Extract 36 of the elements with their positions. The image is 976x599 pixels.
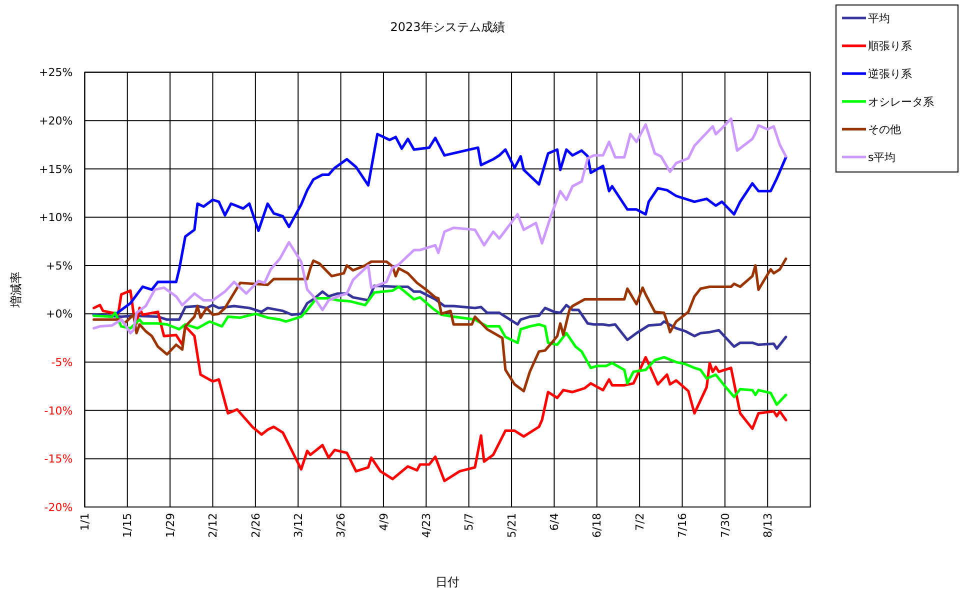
x-tick-label: 7/16: [676, 513, 690, 538]
x-tick-label: 2/12: [206, 513, 220, 538]
x-tick-label: 1/29: [164, 513, 177, 538]
x-tick-label: 1/1: [78, 513, 92, 531]
x-tick-label: 4/23: [420, 513, 434, 538]
y-tick-label: +5%: [46, 259, 73, 272]
x-tick-label: 3/26: [334, 513, 348, 538]
y-tick-label: +25%: [39, 66, 73, 80]
x-tick-label: 2/26: [249, 513, 262, 538]
x-tick-label: 5/7: [462, 513, 476, 531]
y-tick-label: +0%: [46, 308, 73, 321]
y-tick-label: +15%: [39, 162, 73, 176]
legend-label: 平均: [868, 12, 890, 25]
chart-title: 2023年システム成績: [390, 20, 505, 34]
x-tick-label: 6/18: [590, 513, 604, 538]
y-axis-title: 増減率: [9, 272, 23, 309]
x-tick-label: 4/9: [377, 513, 390, 531]
y-tick-label: +20%: [39, 114, 73, 128]
legend-label: オシレータ系: [868, 95, 934, 108]
x-tick-label: 5/21: [505, 513, 518, 538]
x-tick-label: 7/2: [633, 513, 646, 531]
x-tick-label: 8/13: [761, 513, 774, 538]
legend-label: s平均: [868, 150, 896, 164]
x-tick-label: 6/4: [548, 513, 562, 531]
y-tick-label: -15%: [44, 452, 73, 466]
y-tick-label: -20%: [44, 500, 73, 514]
y-tick-label: +10%: [39, 211, 73, 224]
x-tick-label: 1/15: [121, 513, 134, 538]
legend-label: 逆張り系: [868, 67, 912, 80]
legend-label: 順張り系: [868, 40, 912, 53]
y-tick-label: -5%: [51, 356, 73, 369]
x-tick-label: 7/30: [718, 513, 732, 538]
x-axis-title: 日付: [436, 575, 460, 589]
x-tick-label: 3/12: [292, 513, 305, 538]
y-tick-label: -10%: [44, 404, 73, 418]
legend-label: その他: [868, 123, 901, 136]
